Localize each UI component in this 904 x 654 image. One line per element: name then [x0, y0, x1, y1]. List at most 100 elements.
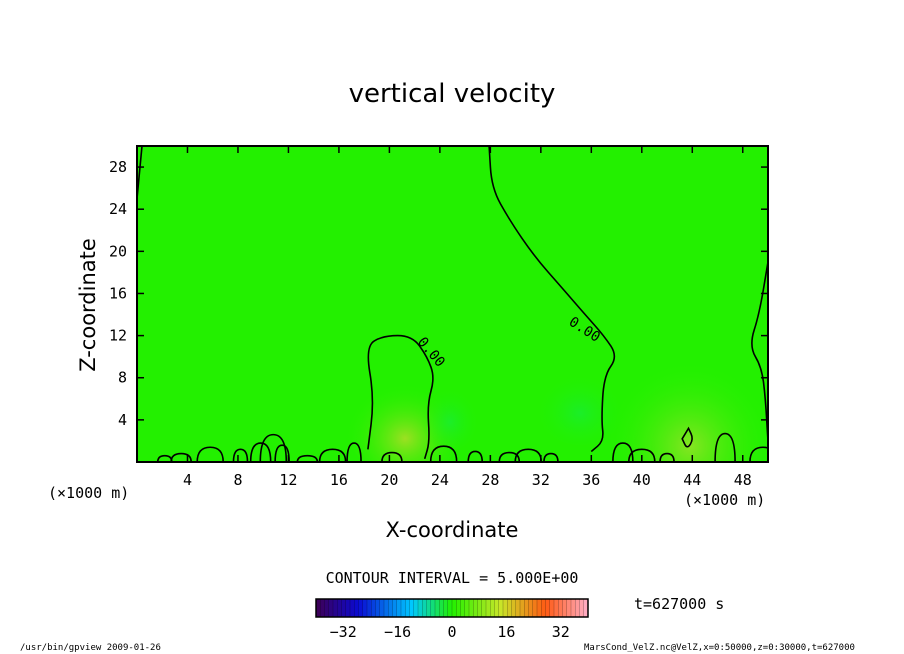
y-axis: 4 8 12 16 20 24 28: [109, 158, 768, 429]
colorbar-swatch: [460, 599, 466, 617]
colorbar-swatch: [464, 599, 470, 617]
x-tick-label: 44: [683, 471, 701, 489]
contour-bump: [429, 445, 458, 462]
colorbar: [315, 599, 589, 617]
colorbar-swatch: [477, 599, 483, 617]
colorbar-swatch: [507, 599, 512, 617]
contour-bump: [318, 448, 347, 462]
colorbar-swatch: [558, 599, 563, 617]
colorbar-swatch: [456, 599, 461, 617]
x-tick-label: 12: [279, 471, 297, 489]
colorbar-swatch: [528, 599, 534, 617]
colorbar-swatch: [524, 599, 529, 617]
colorbar-swatch: [320, 599, 325, 617]
colorbar-swatch: [324, 599, 330, 617]
y-tick-label: 28: [109, 158, 127, 176]
colorbar-swatch: [511, 599, 517, 617]
colorbar-swatch: [520, 599, 525, 617]
zero-contours: [137, 146, 768, 462]
colorbar-swatch: [375, 599, 381, 617]
colorbar-tick-label: 16: [497, 623, 515, 641]
x-tick-label: 32: [532, 471, 550, 489]
colorbar-swatch: [341, 599, 347, 617]
colorbar-swatch: [316, 599, 321, 617]
contour-bump: [659, 452, 675, 462]
cool-anomaly: [420, 380, 480, 450]
contour-bump: [543, 452, 559, 462]
colorbar-swatch: [413, 599, 419, 617]
colorbar-swatch: [392, 599, 398, 617]
contour-right-edge: [751, 261, 768, 441]
contour-bump: [259, 433, 288, 462]
colorbar-swatch: [469, 599, 474, 617]
x-tick-label: 8: [233, 471, 242, 489]
contour-bump: [467, 450, 484, 462]
colorbar-swatch: [430, 599, 436, 617]
colorbar-swatch: [452, 599, 457, 617]
contour-bump: [628, 448, 656, 462]
colorbar-swatch: [498, 599, 504, 617]
colorbar-swatch: [333, 599, 338, 617]
x-tick-label: 48: [734, 471, 752, 489]
contour-bump: [498, 451, 521, 462]
colorbar-swatch: [362, 599, 368, 617]
colorbar-swatch: [350, 599, 355, 617]
x-axis-label: X-coordinate: [386, 518, 519, 542]
cool-anomaly-2: [535, 365, 625, 445]
contour-bump: [196, 446, 224, 462]
y-tick-label: 8: [118, 369, 127, 387]
colorbar-swatch: [532, 599, 538, 617]
x-tick-label: 4: [183, 471, 192, 489]
colorbar-swatch: [571, 599, 576, 617]
heatmap-field: [137, 146, 768, 462]
contour-bump: [346, 442, 362, 462]
colorbar-swatch: [562, 599, 568, 617]
colorbar-swatch: [541, 599, 546, 617]
contour-bump: [381, 451, 403, 462]
x-tick-label: 40: [633, 471, 651, 489]
colorbar-swatch: [486, 599, 491, 617]
colorbar-swatch: [384, 599, 389, 617]
y-tick-label: 12: [109, 327, 127, 345]
colorbar-swatch: [345, 599, 351, 617]
colorbar-swatch: [545, 599, 551, 617]
colorbar-frame: [315, 598, 589, 618]
colorbar-swatch: [515, 599, 521, 617]
contour-bump: [514, 448, 543, 462]
contour-central-blob: [367, 334, 434, 460]
time-stamp: t=627000 s: [634, 595, 724, 613]
contour-bump: [170, 452, 192, 462]
chart-title: vertical velocity: [349, 79, 556, 109]
colorbar-swatch: [575, 599, 580, 617]
colorbar-swatch: [481, 599, 487, 617]
contour-interval: CONTOUR INTERVAL = 5.000E+00: [326, 569, 579, 587]
colorbar-swatch: [328, 599, 334, 617]
colorbar-swatch: [537, 599, 542, 617]
colorbar-swatch: [396, 599, 402, 617]
colorbar-tick-label: 32: [552, 623, 570, 641]
colorbar-swatch: [422, 599, 427, 617]
y-tick-label: 24: [109, 200, 127, 218]
x-tick-label: 16: [330, 471, 348, 489]
colorbar-swatch: [554, 599, 559, 617]
colorbar-ticks: −32 −16 0 16 32: [330, 623, 570, 641]
colorbar-swatch: [473, 599, 478, 617]
colorbar-swatch: [354, 599, 359, 617]
footer-left: /usr/bin/gpview 2009-01-26: [20, 643, 161, 653]
colorbar-tick-label: 0: [447, 623, 456, 641]
colorbar-swatch: [583, 599, 589, 617]
colorbar-swatch: [401, 599, 406, 617]
colorbar-swatch: [503, 599, 508, 617]
colorbar-swatch: [494, 599, 500, 617]
colorbar-tick-label: −32: [330, 623, 357, 641]
footer-right: MarsCond_VelZ.nc@VelZ,x=0:50000,z=0:3000…: [584, 643, 855, 653]
colorbar-swatch: [371, 599, 376, 617]
colorbar-swatch: [358, 599, 364, 617]
colorbar-swatch: [439, 599, 444, 617]
x-tick-label: 36: [582, 471, 600, 489]
x-axis: 4 8 12 16 20 24 28 32 36 40 44 48: [183, 146, 752, 489]
contour-bump: [274, 444, 290, 462]
colorbar-swatch: [490, 599, 495, 617]
colorbar-swatch: [418, 599, 423, 617]
contour-bump: [249, 442, 272, 462]
